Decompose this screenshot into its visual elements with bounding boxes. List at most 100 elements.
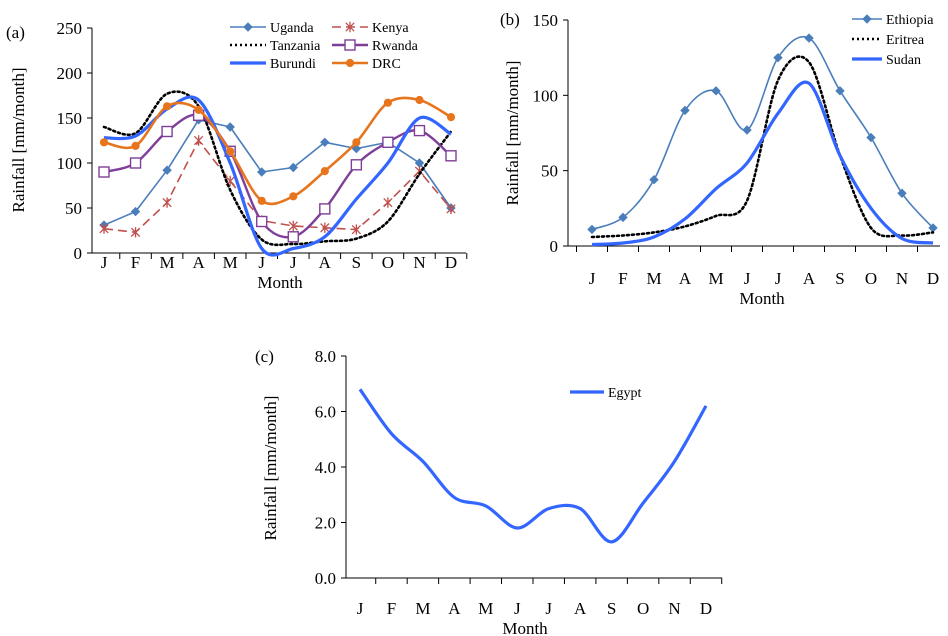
data-point <box>99 223 109 234</box>
x-tick-label: J <box>545 599 552 618</box>
legend-entry: DRC <box>372 57 401 72</box>
series-rwanda <box>98 109 457 243</box>
data-point <box>587 224 597 235</box>
series-line <box>103 139 452 234</box>
data-point <box>162 102 172 111</box>
data-point <box>130 206 141 217</box>
x-tick-label: A <box>574 599 587 618</box>
data-point <box>413 124 426 137</box>
x-tick-label: F <box>618 269 627 288</box>
data-point <box>897 188 907 198</box>
x-tick-label: M <box>223 253 238 272</box>
legend-entry: Uganda <box>270 21 314 36</box>
series-line <box>591 80 934 247</box>
data-point <box>742 125 752 135</box>
x-tick-label: O <box>865 269 877 288</box>
y-tick-label: 200 <box>57 64 83 83</box>
data-point <box>446 203 456 215</box>
x-axis-title: Month <box>739 289 785 308</box>
x-tick-label: S <box>835 269 844 288</box>
legend-entry: Egypt <box>608 386 642 401</box>
x-tick-label: S <box>607 599 616 618</box>
x-tick-label: F <box>131 253 140 272</box>
data-point <box>350 159 363 171</box>
y-tick-label: 100 <box>57 154 83 173</box>
x-tick-label: F <box>387 599 396 618</box>
panel-label: (a) <box>6 23 25 42</box>
x-tick-label: A <box>448 599 461 618</box>
data-point <box>161 125 173 138</box>
data-point <box>130 227 141 238</box>
series-line <box>590 55 935 239</box>
data-point <box>225 122 235 132</box>
x-tick-label: D <box>445 253 457 272</box>
series-ethiopia <box>587 33 938 235</box>
series-uganda <box>99 115 456 230</box>
series-line <box>102 90 453 247</box>
x-tick-label: S <box>352 253 361 272</box>
legend-entry: Sudan <box>886 53 921 68</box>
x-tick-label: J <box>101 253 108 272</box>
data-point <box>773 52 783 63</box>
panel-label: (c) <box>255 347 274 366</box>
x-tick-label: M <box>646 269 661 288</box>
data-point <box>383 197 393 208</box>
series-drc <box>99 95 456 206</box>
y-axis-title: Rainfall [mm/month] <box>9 68 28 213</box>
x-tick-label: D <box>927 269 939 288</box>
x-tick-label: A <box>679 269 692 288</box>
data-point <box>288 162 298 173</box>
x-tick-label: M <box>415 599 430 618</box>
x-tick-label: M <box>160 253 175 272</box>
legend-entry: Rwanda <box>372 39 419 54</box>
x-tick-label: J <box>290 253 297 272</box>
y-tick-label: 0 <box>74 244 83 263</box>
data-point <box>131 141 140 150</box>
legend-marker <box>344 39 356 51</box>
x-tick-label: A <box>803 269 816 288</box>
series-line <box>103 96 452 206</box>
x-tick-label: M <box>478 599 493 618</box>
x-axis-title: Month <box>257 273 303 292</box>
chart-panel-3: (c)0.02.04.06.08.0J F M A M J J A S O N DMonthRainf… <box>255 347 723 636</box>
series-tanzania <box>102 90 453 247</box>
data-point <box>835 86 845 96</box>
data-point <box>256 215 268 228</box>
x-tick-label: N <box>896 269 908 288</box>
x-tick-label: O <box>382 253 394 272</box>
y-tick-label: 50 <box>65 199 82 218</box>
x-tick-label: J <box>357 599 364 618</box>
data-point <box>352 138 361 147</box>
data-point <box>257 196 266 205</box>
data-point <box>320 167 329 176</box>
data-point <box>446 113 456 122</box>
legend: Egypt <box>570 386 642 401</box>
x-tick-label: J <box>514 599 521 618</box>
data-point <box>382 136 394 149</box>
data-point <box>866 132 876 143</box>
x-tick-label: N <box>413 253 425 272</box>
legend-marker <box>345 58 355 68</box>
legend-entry: Burundi <box>270 57 316 72</box>
data-point <box>804 33 814 43</box>
panel-label: (b) <box>500 10 520 29</box>
x-tick-label: J <box>589 269 596 288</box>
data-point <box>193 135 204 146</box>
x-tick-label: J <box>775 269 782 288</box>
y-tick-label: 0.0 <box>315 569 336 588</box>
data-point <box>618 212 628 223</box>
series-kenya <box>99 135 456 238</box>
x-axis-title: Month <box>502 619 548 636</box>
data-point <box>226 147 235 156</box>
data-point <box>99 138 109 147</box>
y-tick-label: 150 <box>57 109 83 128</box>
series-egypt <box>358 388 708 544</box>
series-eritrea <box>590 55 935 239</box>
y-tick-label: 150 <box>533 11 559 30</box>
data-point <box>257 167 267 177</box>
x-tick-label: O <box>637 599 649 618</box>
legend-entry: Eritrea <box>886 33 925 48</box>
legend-entry: Ethiopia <box>886 13 934 28</box>
series-sudan <box>591 80 934 247</box>
